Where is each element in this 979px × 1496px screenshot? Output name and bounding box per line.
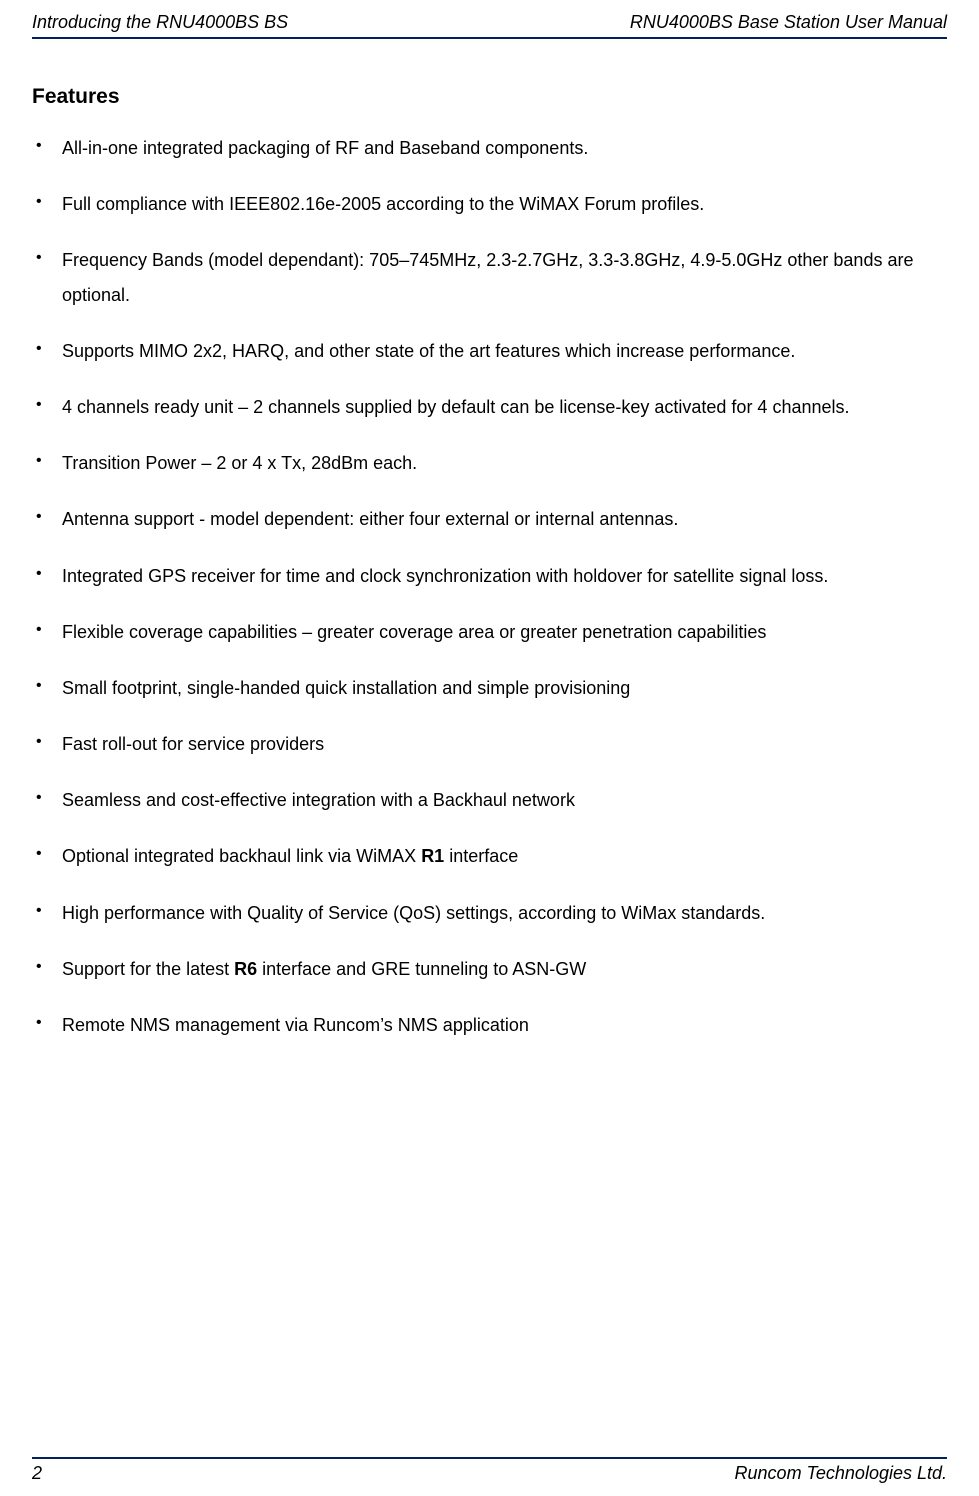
footer-row: 2 Runcom Technologies Ltd. (32, 1459, 947, 1486)
page: Introducing the RNU4000BS BS RNU4000BS B… (0, 0, 979, 1496)
feature-item: Support for the latest R6 interface and … (32, 952, 947, 986)
feature-bold: R1 (421, 846, 444, 866)
feature-text: Frequency Bands (model dependant): 705–7… (62, 250, 913, 304)
header-right: RNU4000BS Base Station User Manual (630, 12, 947, 33)
page-header: Introducing the RNU4000BS BS RNU4000BS B… (32, 10, 947, 37)
feature-item: 4 channels ready unit – 2 channels suppl… (32, 390, 947, 424)
feature-item: Small footprint, single-handed quick ins… (32, 671, 947, 705)
feature-text: Antenna support - model dependent: eithe… (62, 509, 678, 529)
feature-item: Frequency Bands (model dependant): 705–7… (32, 243, 947, 311)
feature-text: interface (444, 846, 518, 866)
content-area: Features All-in-one integrated packaging… (32, 39, 947, 1457)
feature-text: Fast roll-out for service providers (62, 734, 324, 754)
feature-item: Flexible coverage capabilities – greater… (32, 615, 947, 649)
feature-text: 4 channels ready unit – 2 channels suppl… (62, 397, 850, 417)
feature-text: High performance with Quality of Service… (62, 903, 765, 923)
feature-item: Supports MIMO 2x2, HARQ, and other state… (32, 334, 947, 368)
feature-item: Antenna support - model dependent: eithe… (32, 502, 947, 536)
feature-text: All-in-one integrated packaging of RF an… (62, 138, 588, 158)
section-title: Features (32, 85, 947, 109)
feature-text: Support for the latest (62, 959, 234, 979)
page-footer: 2 Runcom Technologies Ltd. (32, 1457, 947, 1486)
feature-text: Remote NMS management via Runcom’s NMS a… (62, 1015, 529, 1035)
footer-company: Runcom Technologies Ltd. (735, 1463, 947, 1484)
feature-text: Supports MIMO 2x2, HARQ, and other state… (62, 341, 795, 361)
feature-item: Fast roll-out for service providers (32, 727, 947, 761)
feature-text: Small footprint, single-handed quick ins… (62, 678, 630, 698)
feature-item: High performance with Quality of Service… (32, 896, 947, 930)
feature-text: Full compliance with IEEE802.16e-2005 ac… (62, 194, 704, 214)
feature-item: Full compliance with IEEE802.16e-2005 ac… (32, 187, 947, 221)
feature-item: Seamless and cost-effective integration … (32, 783, 947, 817)
feature-text: Integrated GPS receiver for time and clo… (62, 566, 828, 586)
feature-item: All-in-one integrated packaging of RF an… (32, 131, 947, 165)
feature-text: interface and GRE tunneling to ASN-GW (257, 959, 586, 979)
feature-text: Transition Power – 2 or 4 x Tx, 28dBm ea… (62, 453, 417, 473)
header-left: Introducing the RNU4000BS BS (32, 12, 288, 33)
feature-item: Integrated GPS receiver for time and clo… (32, 559, 947, 593)
footer-page-number: 2 (32, 1463, 42, 1484)
feature-text: Seamless and cost-effective integration … (62, 790, 575, 810)
features-list: All-in-one integrated packaging of RF an… (32, 131, 947, 1042)
feature-item: Remote NMS management via Runcom’s NMS a… (32, 1008, 947, 1042)
feature-item: Optional integrated backhaul link via Wi… (32, 839, 947, 873)
feature-bold: R6 (234, 959, 257, 979)
feature-text: Optional integrated backhaul link via Wi… (62, 846, 421, 866)
feature-item: Transition Power – 2 or 4 x Tx, 28dBm ea… (32, 446, 947, 480)
feature-text: Flexible coverage capabilities – greater… (62, 622, 766, 642)
